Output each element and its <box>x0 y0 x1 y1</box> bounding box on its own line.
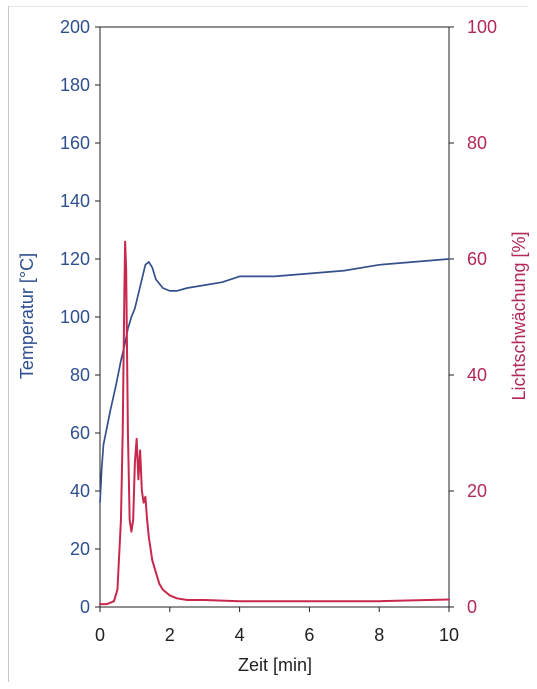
right-tick-label-2: 40 <box>467 365 487 385</box>
right-ticks: 0 20 40 60 80 100 <box>449 17 497 617</box>
left-tick-label-6: 120 <box>60 249 90 269</box>
scan-border <box>8 6 528 682</box>
x-tick-label-2: 4 <box>235 625 245 645</box>
left-tick-label-4: 80 <box>70 365 90 385</box>
left-tick-label-7: 140 <box>60 191 90 211</box>
temperature-series-line <box>99 258 450 504</box>
left-tick-label-2: 40 <box>70 481 90 501</box>
plot-frame <box>99 26 450 608</box>
left-tick-label-10: 200 <box>60 17 90 37</box>
left-tick-label-5: 100 <box>60 307 90 327</box>
x-tick-label-0: 0 <box>95 625 105 645</box>
x-tick-label-1: 2 <box>165 625 175 645</box>
x-axis-title: Zeit [min] <box>238 655 312 675</box>
left-ticks: 0 20 40 60 80 100 120 140 160 180 200 <box>60 17 100 617</box>
right-tick-label-4: 80 <box>467 133 487 153</box>
x-tick-label-4: 8 <box>374 625 384 645</box>
left-tick-label-1: 20 <box>70 539 90 559</box>
light-series-line <box>99 240 450 606</box>
series-group <box>99 240 450 606</box>
x-ticks: 0 2 4 6 8 10 <box>95 607 459 645</box>
left-tick-label-3: 60 <box>70 423 90 443</box>
left-axis-title: Temperatur [°C] <box>17 253 37 379</box>
left-tick-label-9: 180 <box>60 75 90 95</box>
left-tick-label-0: 0 <box>80 597 90 617</box>
right-tick-label-0: 0 <box>467 597 477 617</box>
right-tick-label-3: 60 <box>467 249 487 269</box>
right-tick-label-1: 20 <box>467 481 487 501</box>
left-tick-label-8: 160 <box>60 133 90 153</box>
right-axis-title: Lichtschwächung [%] <box>509 231 529 400</box>
x-tick-label-3: 6 <box>304 625 314 645</box>
right-tick-label-5: 100 <box>467 17 497 37</box>
x-tick-label-5: 10 <box>439 625 459 645</box>
